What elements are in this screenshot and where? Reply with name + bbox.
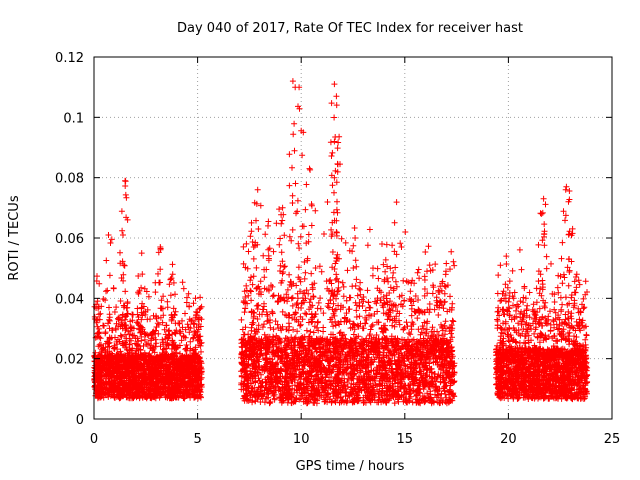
y-tick-label: 0.12	[55, 51, 84, 66]
y-tick-label: 0	[76, 413, 84, 428]
y-tick-label: 0.06	[55, 232, 84, 247]
x-tick-label: 15	[397, 432, 414, 447]
y-tick-label: 0.1	[63, 111, 84, 126]
roti-markers	[91, 78, 591, 407]
y-axis-label: ROTI / TECUs	[7, 195, 22, 280]
y-tick-label: 0.02	[55, 353, 84, 368]
x-axis-label: GPS time / hours	[296, 459, 405, 474]
chart-title: Day 040 of 2017, Rate Of TEC Index for r…	[177, 21, 523, 36]
axis-ticks: 0 5 10 15 20 25 0 0.02 0.04 0.06 0.08 0.1 0.12	[55, 51, 620, 447]
x-tick-label: 25	[604, 432, 621, 447]
data-points	[91, 78, 591, 407]
x-tick-label: 5	[193, 432, 201, 447]
y-tick-label: 0.04	[55, 292, 84, 307]
x-tick-label: 20	[500, 432, 517, 447]
x-tick-label: 10	[293, 432, 310, 447]
y-tick-label: 0.08	[55, 172, 84, 187]
x-tick-label: 0	[90, 432, 98, 447]
